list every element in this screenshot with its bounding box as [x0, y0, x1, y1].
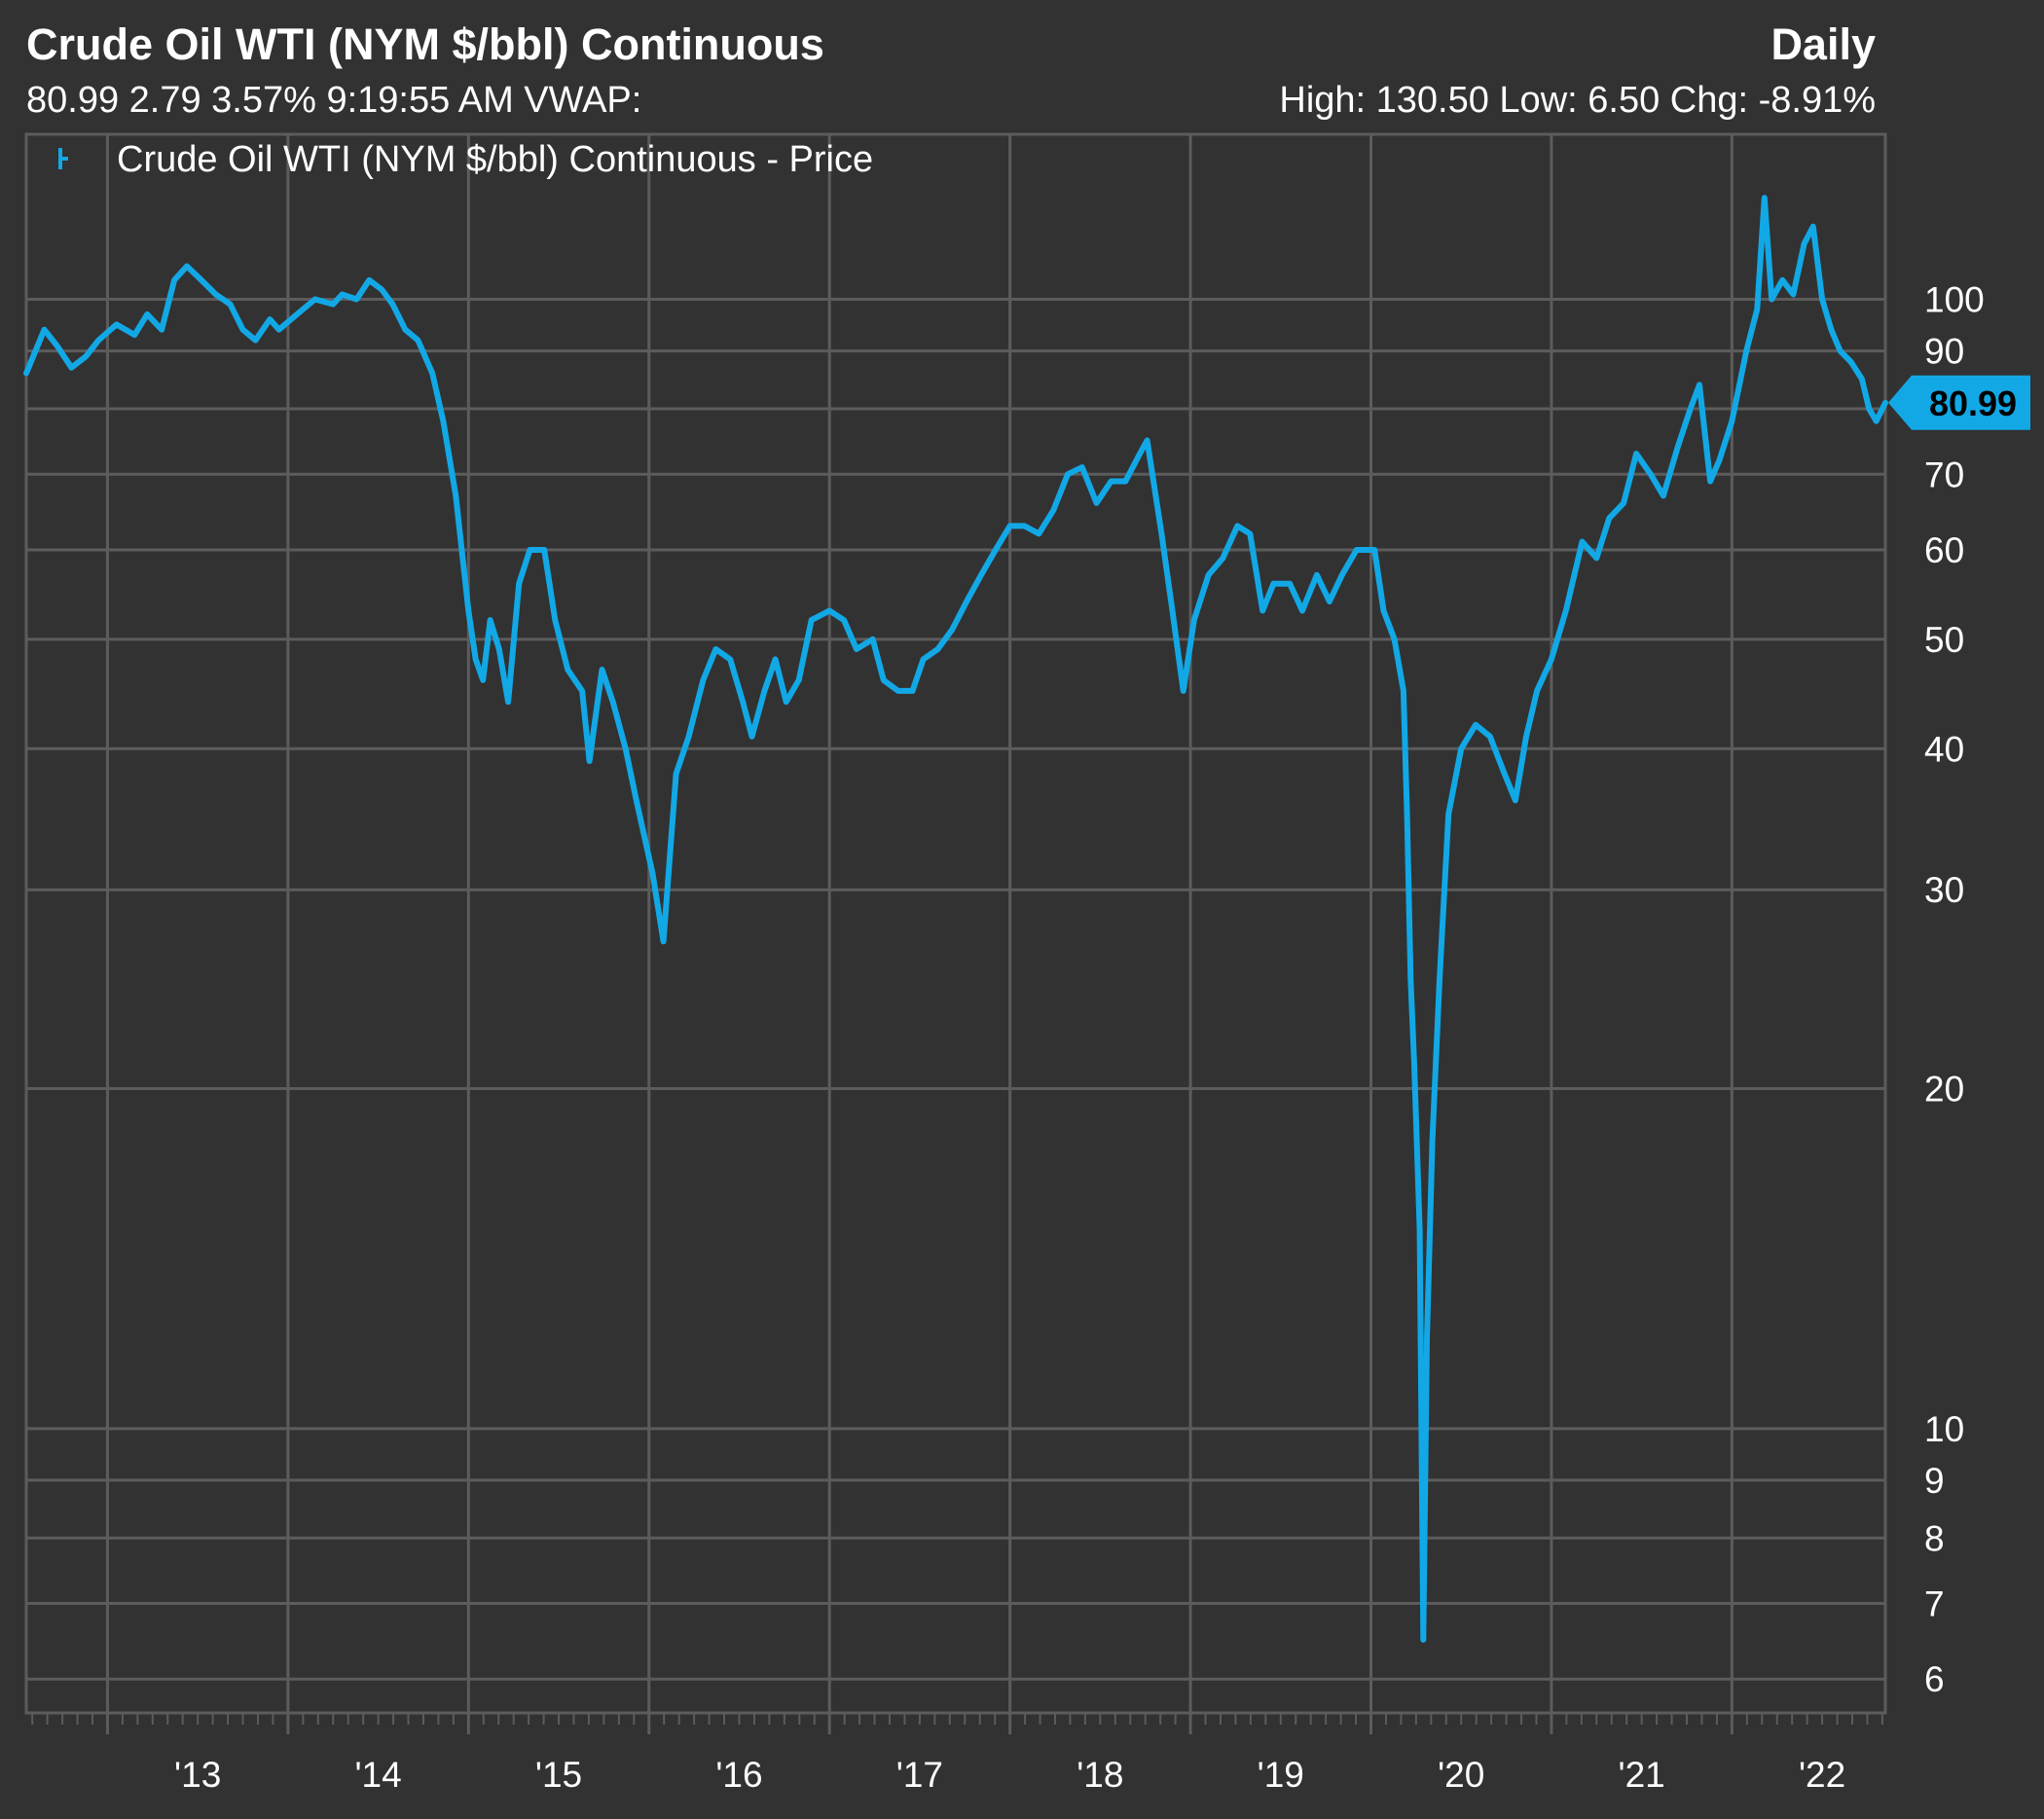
chart-title: Crude Oil WTI (NYM $/bbl) Continuous [26, 19, 824, 69]
x-tick-label: '16 [715, 1755, 762, 1795]
x-tick-label: '18 [1077, 1755, 1123, 1795]
x-tick-label: '14 [354, 1755, 401, 1795]
x-tick-label: '19 [1258, 1755, 1304, 1795]
range-stats: High: 130.50 Low: 6.50 Chg: -8.91% [1279, 80, 1876, 121]
legend: Crude Oil WTI (NYM $/bbl) Continuous - P… [58, 139, 873, 180]
y-gridlines [26, 298, 1885, 1681]
y-tick-label: 100 [1924, 280, 1985, 320]
x-tick-label: '21 [1619, 1755, 1665, 1795]
plot-frame [24, 132, 1887, 1715]
x-axis-ticks [31, 1713, 1883, 1725]
last-price-badge-shape [1888, 375, 2030, 430]
x-axis-labels: '13 '14 '15 '16 '17 '18 '19 '20 '21 '22 [174, 1755, 1845, 1795]
y-tick-label: 40 [1924, 729, 1964, 769]
x-gridlines [105, 134, 1734, 1734]
quote-line: 80.99 2.79 3.57% 9:19:55 AM VWAP: [26, 80, 642, 121]
y-axis-labels: 6 7 8 9 10 20 30 40 50 60 70 90 100 [1924, 280, 1985, 1700]
price-series-line[interactable] [23, 195, 1888, 1643]
y-tick-label: 90 [1924, 332, 1964, 372]
last-price-badge: 80.99 [1888, 375, 2030, 430]
y-tick-label: 30 [1924, 870, 1964, 910]
x-tick-label: '13 [174, 1755, 221, 1795]
y-tick-label: 70 [1924, 455, 1964, 494]
y-tick-label: 10 [1924, 1409, 1964, 1449]
y-tick-label: 6 [1924, 1659, 1945, 1699]
y-tick-label: 8 [1924, 1518, 1945, 1558]
y-tick-label: 7 [1924, 1584, 1945, 1624]
x-tick-label: '22 [1799, 1755, 1845, 1795]
x-tick-label: '20 [1438, 1755, 1484, 1795]
period-label[interactable]: Daily [1770, 19, 1876, 69]
y-tick-label: 20 [1924, 1070, 1964, 1110]
last-price-badge-label: 80.99 [1929, 383, 2017, 423]
x-tick-label: '15 [535, 1755, 582, 1795]
y-tick-label: 50 [1924, 620, 1964, 660]
legend-label: Crude Oil WTI (NYM $/bbl) Continuous - P… [117, 139, 873, 180]
y-tick-label: 60 [1924, 530, 1964, 570]
y-tick-label: 9 [1924, 1461, 1945, 1501]
x-tick-label: '17 [896, 1755, 943, 1795]
